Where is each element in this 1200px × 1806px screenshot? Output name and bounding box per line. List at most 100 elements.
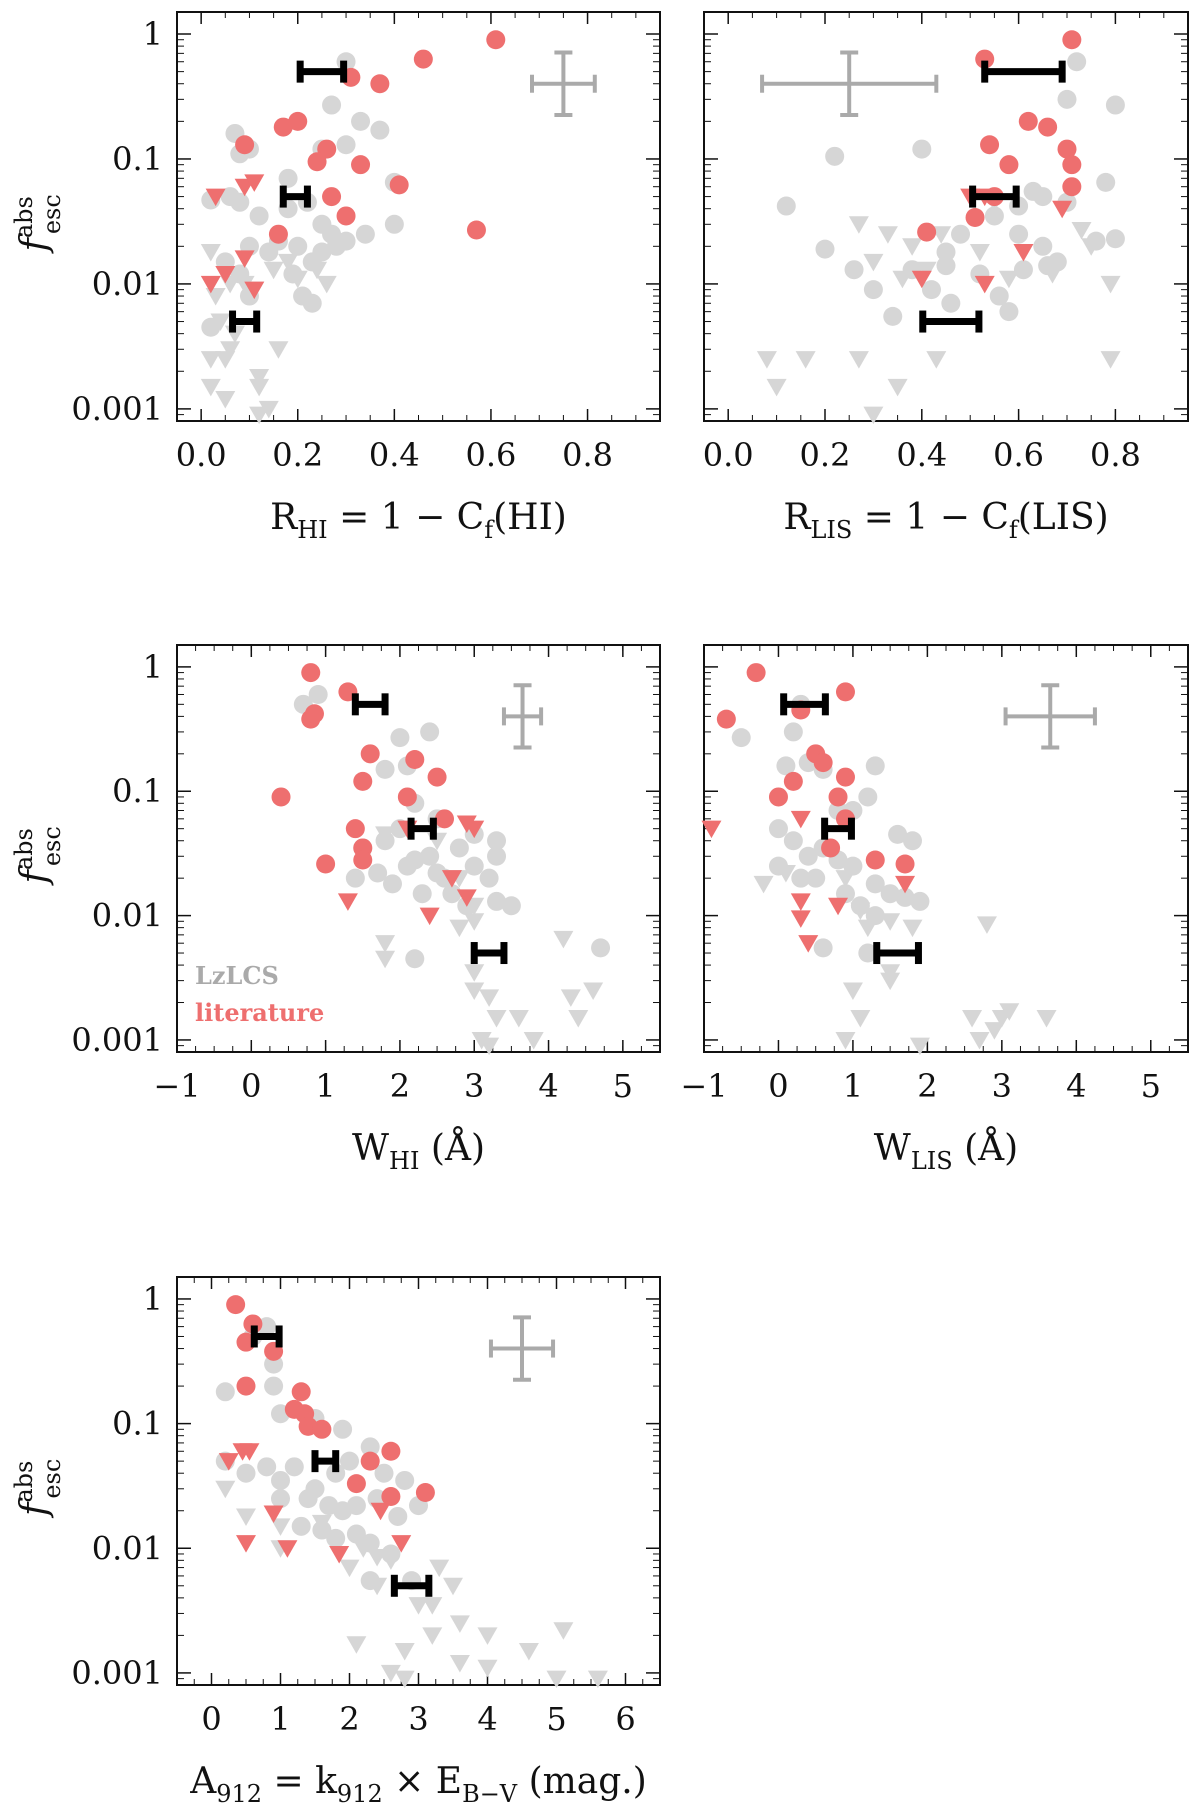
literature-data-point	[1038, 117, 1058, 137]
y-tick-label: 1	[143, 15, 163, 53]
lzlcs-upper-limit-marker	[518, 1642, 539, 1661]
literature-upper-limit-marker	[911, 270, 932, 289]
literature-data-point	[435, 809, 455, 829]
lzlcs-upper-limit-marker	[877, 226, 898, 244]
literature-data-point	[716, 709, 736, 729]
lzlcs-upper-limit-marker	[999, 1003, 1020, 1021]
lzlcs-upper-limit-marker	[394, 1642, 415, 1661]
literature-upper-limit-marker	[215, 266, 236, 284]
lzlcs-upper-limit-marker	[587, 1670, 608, 1689]
literature-upper-limit-marker	[441, 870, 462, 888]
literature-data-point	[307, 152, 327, 172]
x-tick-label: 3	[992, 1067, 1012, 1105]
y-tick-label: 0.1	[112, 140, 163, 178]
x-tick-label: 3	[464, 1067, 484, 1105]
literature-data-point	[965, 208, 985, 228]
panel-fesc-vs-rlis: 0.0 0.2 0.4 0.6 0.8 RLIS = 1 − Cf(LIS)	[703, 11, 1189, 544]
x-tick-label: 5	[546, 1700, 566, 1738]
literature-upper-limit-marker	[244, 281, 265, 300]
lzlcs-upper-limit-marker	[375, 935, 396, 953]
lzlcs-upper-limit-marker	[976, 916, 997, 934]
literature-data-point	[865, 850, 885, 870]
x-tick-label: 1	[843, 1067, 863, 1105]
panel-fesc-vs-whi: −1 0 1 2 3 4 5 0.001 0.01 0.1 1 fabsesc WHI (Å) LzLCS…	[10, 644, 661, 1175]
literature-data-point	[346, 1474, 366, 1494]
lzlcs-data-point	[936, 242, 956, 262]
lzlcs-data-point	[806, 868, 826, 888]
literature-data-point	[980, 135, 1000, 155]
lzlcs-upper-limit-marker	[969, 244, 990, 262]
x-tick-label: 3	[408, 1700, 428, 1738]
literature-data-point	[405, 750, 425, 770]
lzlcs-data-point	[1033, 236, 1053, 256]
lzlcs-upper-limit-marker	[205, 288, 226, 306]
lzlcs-upper-limit-marker	[346, 1636, 367, 1654]
lzlcs-data-point	[249, 206, 269, 226]
x-tick-label: 0.8	[1090, 436, 1141, 474]
lzlcs-data-point	[340, 1451, 359, 1471]
literature-upper-limit-marker	[239, 1443, 260, 1461]
x-tick-label: 0.0	[176, 436, 227, 474]
panel-fesc-vs-rhi: 0.0 0.2 0.4 0.6 0.8 0.001 0.01 0.1 1 fabsesc RHI =…	[10, 11, 661, 544]
lzlcs-upper-limit-marker	[926, 351, 947, 369]
literature-data-point	[304, 704, 324, 724]
lzlcs-data-point	[346, 1496, 366, 1516]
x-tick-label: 2	[390, 1067, 410, 1105]
lzlcs-data-point	[865, 906, 885, 926]
lzlcs-upper-limit-marker	[909, 1037, 930, 1056]
x-tick-label: 4	[538, 1067, 558, 1105]
lzlcs-upper-limit-marker	[1100, 275, 1121, 294]
lzlcs-data-point	[388, 1506, 408, 1526]
lzlcs-data-point	[813, 938, 833, 958]
literature-data-point	[975, 49, 995, 69]
lzlcs-data-point	[1013, 260, 1033, 280]
lzlcs-upper-limit-marker	[200, 244, 221, 262]
lzlcs-upper-limit-marker	[880, 913, 901, 931]
lzlcs-upper-limit-marker	[523, 1031, 544, 1050]
x-tick-label: −1	[153, 1067, 200, 1105]
lzlcs-data-point	[382, 874, 402, 894]
lzlcs-data-point	[215, 1382, 235, 1402]
lzlcs-upper-limit-marker	[962, 1010, 983, 1028]
lzlcs-upper-limit-marker	[902, 919, 923, 938]
lzlcs-data-point	[271, 1489, 290, 1509]
literature-data-point	[301, 663, 321, 683]
lzlcs-data-point	[895, 887, 915, 907]
literature-data-point	[427, 767, 447, 787]
lzlcs-data-point	[375, 831, 395, 851]
lzlcs-upper-limit-marker	[842, 982, 863, 1000]
literature-data-point	[821, 838, 841, 858]
lzlcs-data-point	[1023, 181, 1043, 201]
y-tick-label: 0.01	[92, 1529, 163, 1567]
literature-data-point	[312, 1419, 332, 1439]
literature-upper-limit-marker	[1052, 200, 1073, 219]
lzlcs-upper-limit-marker	[215, 1480, 236, 1499]
lzlcs-data-point	[1038, 256, 1058, 276]
y-tick-label: 0.1	[112, 1405, 163, 1443]
literature-upper-limit-marker	[218, 1453, 239, 1471]
literature-data-point	[351, 155, 371, 175]
lzlcs-upper-limit-marker	[1036, 1010, 1057, 1028]
lzlcs-data-point	[308, 684, 328, 704]
literature-data-point	[236, 1332, 256, 1352]
lzlcs-upper-limit-marker	[479, 1037, 500, 1056]
literature-data-point	[1057, 139, 1077, 159]
lzlcs-data-point	[464, 856, 484, 876]
lzlcs-upper-limit-marker	[998, 270, 1019, 289]
lzlcs-data-point	[355, 224, 375, 244]
lzlcs-data-point	[326, 1528, 346, 1548]
lzlcs-upper-limit-marker	[969, 1031, 990, 1050]
lzlcs-upper-limit-marker	[449, 919, 470, 938]
lzlcs-data-point	[865, 756, 885, 776]
x-axis-label: RLIS = 1 − Cf(LIS)	[783, 497, 1108, 544]
literature-data-point	[336, 206, 356, 226]
lzlcs-data-point	[880, 884, 900, 904]
lzlcs-data-point	[902, 831, 922, 851]
y-tick-label: 1	[143, 1280, 163, 1318]
lzlcs-data-point	[798, 846, 818, 866]
x-axis-label: WHI (Å)	[352, 1127, 485, 1175]
literature-data-point	[999, 155, 1019, 175]
lzlcs-upper-limit-marker	[422, 1597, 443, 1615]
lzlcs-upper-limit-marker	[479, 989, 500, 1007]
